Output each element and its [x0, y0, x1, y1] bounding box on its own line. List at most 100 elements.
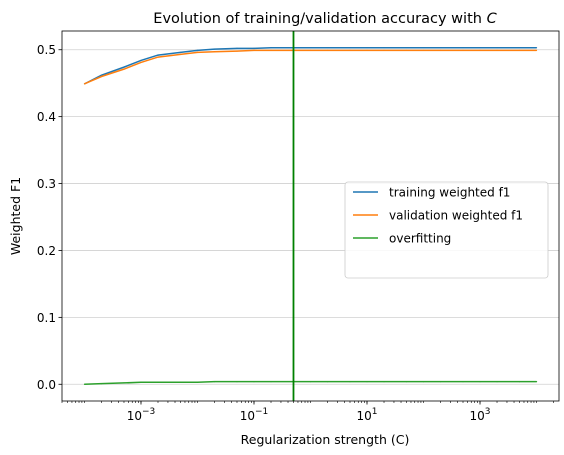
- data-point: [270, 47, 272, 49]
- y-tick-label: 0.3: [37, 177, 56, 191]
- data-point: [462, 49, 464, 52]
- data-point: [179, 51, 182, 54]
- legend-label: validation weighted f1: [389, 209, 523, 223]
- data-point: [253, 380, 255, 383]
- data-point: [157, 54, 159, 56]
- x-tick-base: 10: [240, 409, 255, 423]
- data-point: [479, 47, 481, 49]
- data-point: [405, 49, 408, 52]
- data-point: [366, 47, 368, 49]
- chart-title-main: Evolution of training/validation accurac…: [153, 11, 486, 27]
- data-point: [157, 56, 159, 58]
- data-point: [213, 48, 216, 50]
- y-tick-label: 0.4: [37, 110, 56, 124]
- data-point: [123, 66, 125, 68]
- data-point: [535, 380, 538, 383]
- data-point: [270, 380, 272, 383]
- data-point: [196, 51, 199, 54]
- data-point: [140, 59, 142, 62]
- data-point: [253, 47, 255, 49]
- data-point: [479, 49, 481, 52]
- data-point: [309, 47, 312, 49]
- data-point: [518, 380, 521, 383]
- x-tick-base: 10: [470, 409, 485, 423]
- data-point: [100, 74, 103, 76]
- x-tick-base: 10: [356, 409, 371, 423]
- series-line-1: [84, 46, 537, 85]
- data-point: [366, 49, 368, 52]
- data-point: [196, 49, 199, 52]
- data-point: [439, 49, 442, 52]
- data-point: [179, 53, 182, 56]
- data-point: [422, 380, 425, 383]
- data-point: [309, 49, 312, 52]
- data-point: [496, 49, 498, 52]
- chart-title-variable: C: [487, 11, 498, 27]
- data-point: [439, 47, 442, 49]
- data-point: [462, 380, 464, 383]
- data-point: [179, 381, 182, 383]
- legend-box: [344, 181, 549, 279]
- plot-area: 0.00.10.20.30.40.510−3 10−1 101 103: [37, 30, 560, 423]
- legend: training weighted f1 validation weighted …: [344, 181, 549, 279]
- data-point: [326, 47, 329, 49]
- data-point: [535, 49, 538, 52]
- x-tick-exponent: 1: [372, 407, 378, 417]
- data-point: [405, 47, 408, 49]
- data-point: [462, 47, 464, 49]
- data-point: [422, 49, 425, 52]
- series-line-2: [84, 49, 537, 85]
- x-tick-exponent: −1: [255, 407, 268, 417]
- data-point: [422, 47, 425, 49]
- x-tick-label: 10−1: [240, 407, 269, 423]
- data-point: [518, 49, 521, 52]
- y-tick-label: 0.1: [37, 311, 56, 325]
- x-tick-label: 10−3: [127, 407, 156, 423]
- data-point: [383, 380, 385, 383]
- data-point: [83, 383, 86, 385]
- data-point: [383, 47, 385, 49]
- data-point: [405, 380, 408, 383]
- y-tick-label: 0.2: [37, 244, 56, 258]
- data-point: [309, 380, 312, 383]
- data-point: [157, 381, 159, 383]
- data-point: [236, 47, 238, 49]
- data-point: [518, 47, 521, 49]
- x-tick-label: 103: [470, 407, 491, 423]
- data-point: [123, 68, 125, 70]
- data-point: [83, 83, 86, 85]
- chart-title: Evolution of training/validation accurac…: [153, 11, 497, 27]
- data-point: [535, 47, 538, 49]
- data-point: [383, 49, 385, 52]
- data-point: [140, 381, 142, 383]
- legend-label: training weighted f1: [389, 186, 510, 200]
- data-point: [326, 49, 329, 52]
- data-point: [213, 51, 216, 53]
- y-tick-label: 0.5: [37, 43, 56, 57]
- data-point: [140, 61, 142, 64]
- data-point: [496, 47, 498, 49]
- data-point: [123, 382, 125, 384]
- data-point: [496, 380, 498, 383]
- data-point: [236, 380, 238, 383]
- data-point: [100, 75, 103, 78]
- data-point: [349, 380, 351, 383]
- data-point: [100, 383, 103, 385]
- data-point: [479, 380, 481, 383]
- data-point: [270, 49, 272, 52]
- x-tick-exponent: 3: [485, 407, 491, 417]
- x-tick-exponent: −3: [142, 407, 155, 417]
- x-axis-label: Regularization strength (C): [241, 432, 410, 447]
- data-point: [213, 380, 216, 383]
- y-tick-label: 0.0: [37, 378, 56, 392]
- data-point: [439, 380, 442, 383]
- data-point: [196, 381, 199, 383]
- data-point: [366, 380, 368, 383]
- data-point: [349, 49, 351, 52]
- x-tick-label: 101: [356, 407, 377, 423]
- y-axis-label: Weighted F1: [8, 177, 23, 255]
- legend-label: overfitting: [389, 232, 451, 246]
- axes-frame: [61, 30, 560, 402]
